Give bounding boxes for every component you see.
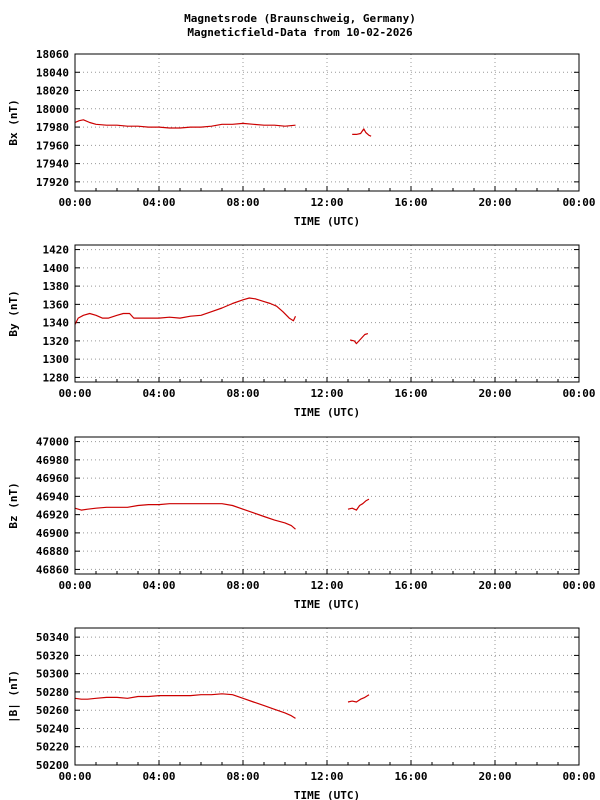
panel-2-y-axis-label: By (nT) — [7, 290, 20, 336]
panel-2-series-segment-1 — [74, 297, 297, 325]
panel-1-series-segment-2 — [352, 128, 372, 137]
panel-4-y-tick-label: 50200 — [36, 759, 69, 772]
panel-3-y-tick-label: 47000 — [36, 436, 69, 449]
panel-1-y-tick-label: 17980 — [36, 121, 69, 134]
panel-1-y-tick-label: 17960 — [36, 139, 69, 152]
title-line-date: Magneticfield-Data from 10-02-2026 — [187, 26, 413, 39]
panel-1-x-axis-label: TIME (UTC) — [294, 215, 360, 228]
panel-1-x-tick-label: 00:00 — [562, 196, 595, 209]
panel-4-y-tick-label: 50240 — [36, 722, 69, 735]
panel-1-y-tick-label: 18000 — [36, 103, 69, 116]
panel-4-y-tick-label: 50340 — [36, 631, 69, 644]
panel-3-x-tick-label: 04:00 — [142, 579, 175, 592]
panel-2-y-tick-label: 1360 — [43, 298, 70, 311]
panel-4-x-tick-label: 12:00 — [310, 770, 343, 783]
panel-4-y-tick-label: 50300 — [36, 668, 69, 681]
panel-4-x-tick-label: 16:00 — [394, 770, 427, 783]
panel-4-series-segment-2 — [347, 694, 370, 703]
panel-4-y-axis-label: |B| (nT) — [7, 670, 20, 723]
panel-4-y-tick-label: 50220 — [36, 741, 69, 754]
panel-2-x-tick-label: 20:00 — [478, 387, 511, 400]
panel-3-x-tick-label: 00:00 — [562, 579, 595, 592]
panel-1-y-tick-label: 17920 — [36, 176, 69, 189]
panel-1-x-tick-label: 12:00 — [310, 196, 343, 209]
panel-4-x-tick-label: 08:00 — [226, 770, 259, 783]
panel-2-y-tick-label: 1340 — [43, 317, 70, 330]
panel-4-x-tick-label: 04:00 — [142, 770, 175, 783]
panel-3-x-tick-label: 12:00 — [310, 579, 343, 592]
panel-3-y-tick-label: 46960 — [36, 472, 69, 485]
panel-2-y-tick-label: 1400 — [43, 262, 70, 275]
panel-2-x-tick-label: 08:00 — [226, 387, 259, 400]
panel-1-series-segment-1 — [74, 119, 296, 129]
panel-2-x-tick-label: 16:00 — [394, 387, 427, 400]
panel-3-plot-frame — [74, 436, 580, 575]
panel-4-y-tick-label: 50320 — [36, 649, 69, 662]
panel-3-y-tick-label: 46980 — [36, 454, 69, 467]
panel-1-x-tick-label: 20:00 — [478, 196, 511, 209]
panel-3-y-tick-label: 46940 — [36, 490, 69, 503]
panel-2-y-tick-label: 1280 — [43, 371, 70, 384]
panel-2-y-tick-label: 1300 — [43, 353, 70, 366]
panel-2-x-tick-label: 00:00 — [58, 387, 91, 400]
panel-2-y-tick-label: 1320 — [43, 335, 70, 348]
panel-1-y-tick-label: 18040 — [36, 66, 69, 79]
panel-4-y-tick-label: 50260 — [36, 704, 69, 717]
panel-4-x-tick-label: 00:00 — [58, 770, 91, 783]
panel-4-plot-frame — [74, 627, 580, 766]
panel-1-x-tick-label: 00:00 — [58, 196, 91, 209]
panel-2-x-tick-label: 04:00 — [142, 387, 175, 400]
panel-1-y-tick-label: 18060 — [36, 48, 69, 61]
panel-2-x-axis-label: TIME (UTC) — [294, 406, 360, 419]
panel-1-y-axis-label: Bx (nT) — [7, 99, 20, 145]
panel-3-y-tick-label: 46900 — [36, 527, 69, 540]
panel-2-y-tick-label: 1380 — [43, 280, 70, 293]
panel-1-y-tick-label: 18020 — [36, 85, 69, 98]
panel-1-x-tick-label: 04:00 — [142, 196, 175, 209]
panel-4-series-segment-1 — [74, 693, 296, 719]
panel-2-y-tick-label: 1420 — [43, 244, 70, 257]
panel-1-x-tick-label: 08:00 — [226, 196, 259, 209]
panel-2-x-tick-label: 12:00 — [310, 387, 343, 400]
panel-3-x-axis-label: TIME (UTC) — [294, 598, 360, 611]
panel-4-y-tick-label: 50280 — [36, 686, 69, 699]
panel-3-x-tick-label: 20:00 — [478, 579, 511, 592]
panel-3-y-tick-label: 46880 — [36, 545, 69, 558]
panel-2-plot-frame — [74, 244, 580, 383]
panel-1-plot-frame — [74, 53, 580, 192]
panel-3-x-tick-label: 16:00 — [394, 579, 427, 592]
panel-4-x-tick-label: 20:00 — [478, 770, 511, 783]
panel-3-y-tick-label: 46920 — [36, 509, 69, 522]
panel-3-series-segment-2 — [347, 498, 370, 511]
panel-2-x-tick-label: 00:00 — [562, 387, 595, 400]
panel-4-x-axis-label: TIME (UTC) — [294, 789, 360, 800]
panel-3-x-tick-label: 00:00 — [58, 579, 91, 592]
panel-1-y-tick-label: 17940 — [36, 158, 69, 171]
panel-3-y-axis-label: Bz (nT) — [7, 482, 20, 528]
title-line-station: Magnetsrode (Braunschweig, Germany) — [184, 12, 416, 25]
panel-3-x-tick-label: 08:00 — [226, 579, 259, 592]
panel-1-x-tick-label: 16:00 — [394, 196, 427, 209]
chart-title: Magnetsrode (Braunschweig, Germany) Magn… — [0, 12, 600, 40]
panel-2-series-segment-2 — [349, 333, 369, 345]
panel-3-y-tick-label: 46860 — [36, 563, 69, 576]
panel-3-series-segment-1 — [74, 503, 296, 530]
panel-4-x-tick-label: 00:00 — [562, 770, 595, 783]
